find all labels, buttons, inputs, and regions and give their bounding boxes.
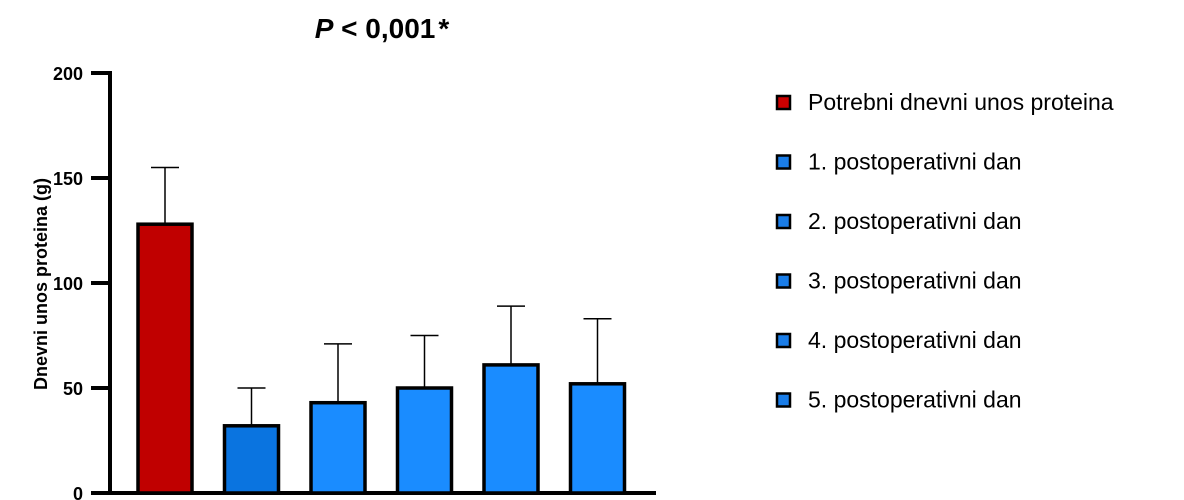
legend-label: 5. postoperativni dan	[808, 387, 1022, 413]
legend-label: 3. postoperativni dan	[808, 268, 1022, 294]
legend-label: Potrebni dnevni unos proteina	[808, 89, 1114, 115]
bar	[309, 400, 367, 495]
chart-title-rest: < 0,001	[333, 13, 435, 44]
bar	[568, 382, 627, 495]
bar	[395, 386, 454, 495]
bar	[136, 222, 194, 495]
legend-label: 2. postoperativni dan	[808, 208, 1022, 234]
legend: Potrebni dnevni unos proteina 1. postoper…	[775, 89, 1114, 413]
bars	[136, 166, 627, 495]
y-axis-title: Dnevni unos proteina (g)	[31, 178, 51, 390]
bar	[482, 363, 540, 495]
chart-title-italic: P	[315, 13, 334, 44]
legend-swatch	[775, 273, 792, 289]
chart-title-star: *	[438, 13, 449, 44]
y-tick-label: 50	[63, 379, 83, 399]
y-tick-label: 150	[53, 169, 83, 189]
legend-swatch	[775, 332, 792, 349]
y-tick-label: 100	[53, 274, 83, 294]
chart-title: P < 0,001 *	[315, 13, 450, 44]
legend-swatch	[775, 392, 792, 408]
bar	[222, 424, 281, 495]
y-tick-label: 0	[73, 484, 83, 500]
legend-swatch	[775, 213, 792, 230]
legend-label: 1. postoperativni dan	[808, 149, 1022, 175]
legend-label: 4. postoperativni dan	[808, 327, 1022, 353]
y-ticks: 0 50 100 150 200	[53, 64, 110, 500]
legend-swatch	[775, 94, 792, 111]
legend-swatch	[775, 154, 792, 170]
y-tick-label: 200	[53, 64, 83, 84]
